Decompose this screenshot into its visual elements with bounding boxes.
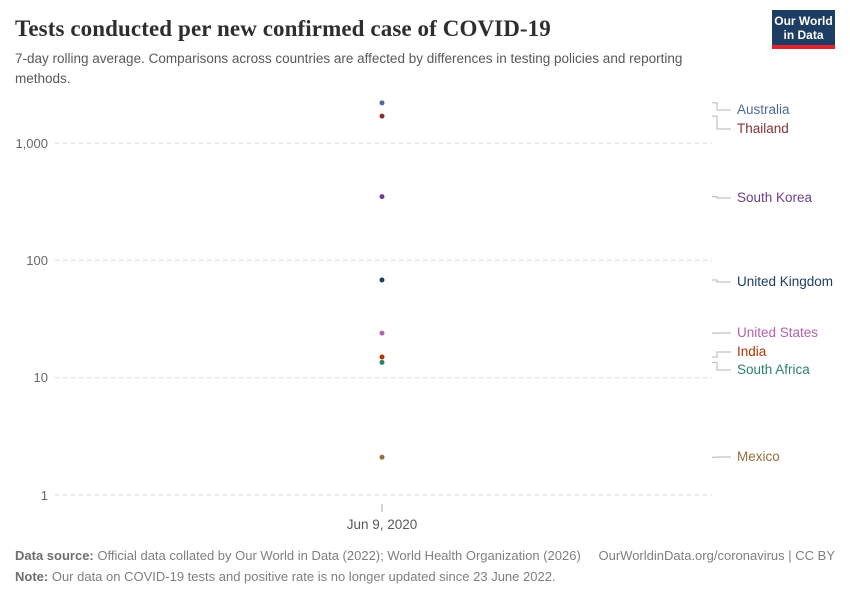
series-label-south-africa[interactable]: South Africa [737,362,810,377]
label-connector-south-africa [712,361,731,371]
y-axis-tick-label-1: 1 [40,487,48,503]
y-axis-tick-label-100: 100 [26,252,48,268]
series-label-australia[interactable]: Australia [737,102,790,117]
data-point-south-africa[interactable] [379,359,385,365]
series-label-united-kingdom[interactable]: United Kingdom [737,274,834,289]
label-connector-south-korea [712,196,731,199]
data-source-label: Data source: [15,548,94,563]
data-source-text: Data source: Official data collated by O… [15,547,581,564]
footer-note-row: Note: Our data on COVID-19 tests and pos… [15,568,835,585]
label-connector-united-kingdom [712,279,731,283]
note-label: Note: [15,569,49,584]
series-label-thailand[interactable]: Thailand [737,121,789,136]
data-point-australia[interactable] [379,100,385,106]
owid-link[interactable]: OurWorldinData.org/coronavirus | CC BY [598,548,835,563]
owid-logo[interactable]: Our World in Data [772,10,835,49]
x-axis-tick-label: Jun 9, 2020 [346,517,418,532]
series-label-mexico[interactable]: Mexico [737,449,780,464]
chart-header: Tests conducted per new confirmed case o… [15,10,835,88]
series-label-south-korea[interactable]: South Korea [737,190,813,205]
label-connector-india [712,351,731,358]
data-point-india[interactable] [379,354,385,360]
y-axis-tick-label-1000: 1,000 [15,135,48,151]
data-point-south-korea[interactable] [379,194,385,200]
series-label-india[interactable]: India [737,344,767,359]
page-title: Tests conducted per new confirmed case o… [15,16,551,41]
label-connector-australia [712,102,731,111]
owid-logo-line2: in Data [783,28,824,42]
series-label-united-states[interactable]: United States [737,325,819,340]
chart-subtitle: 7-day rolling average. Comparisons acros… [15,51,683,86]
data-point-thailand[interactable] [379,113,385,119]
data-point-united-kingdom[interactable] [379,277,385,283]
data-point-united-states[interactable] [379,330,385,336]
chart-footer: Data source: Official data collated by O… [15,547,835,585]
y-axis-tick-label-10: 10 [33,370,48,386]
data-source-value: Official data collated by Our World in D… [93,548,581,563]
data-point-mexico[interactable] [379,454,385,460]
label-connector-thailand [712,115,731,130]
owid-logo-line1: Our World [774,14,833,28]
note-value: Our data on COVID-19 tests and positive … [48,569,556,584]
footer-source-row: Data source: Official data collated by O… [15,547,835,564]
